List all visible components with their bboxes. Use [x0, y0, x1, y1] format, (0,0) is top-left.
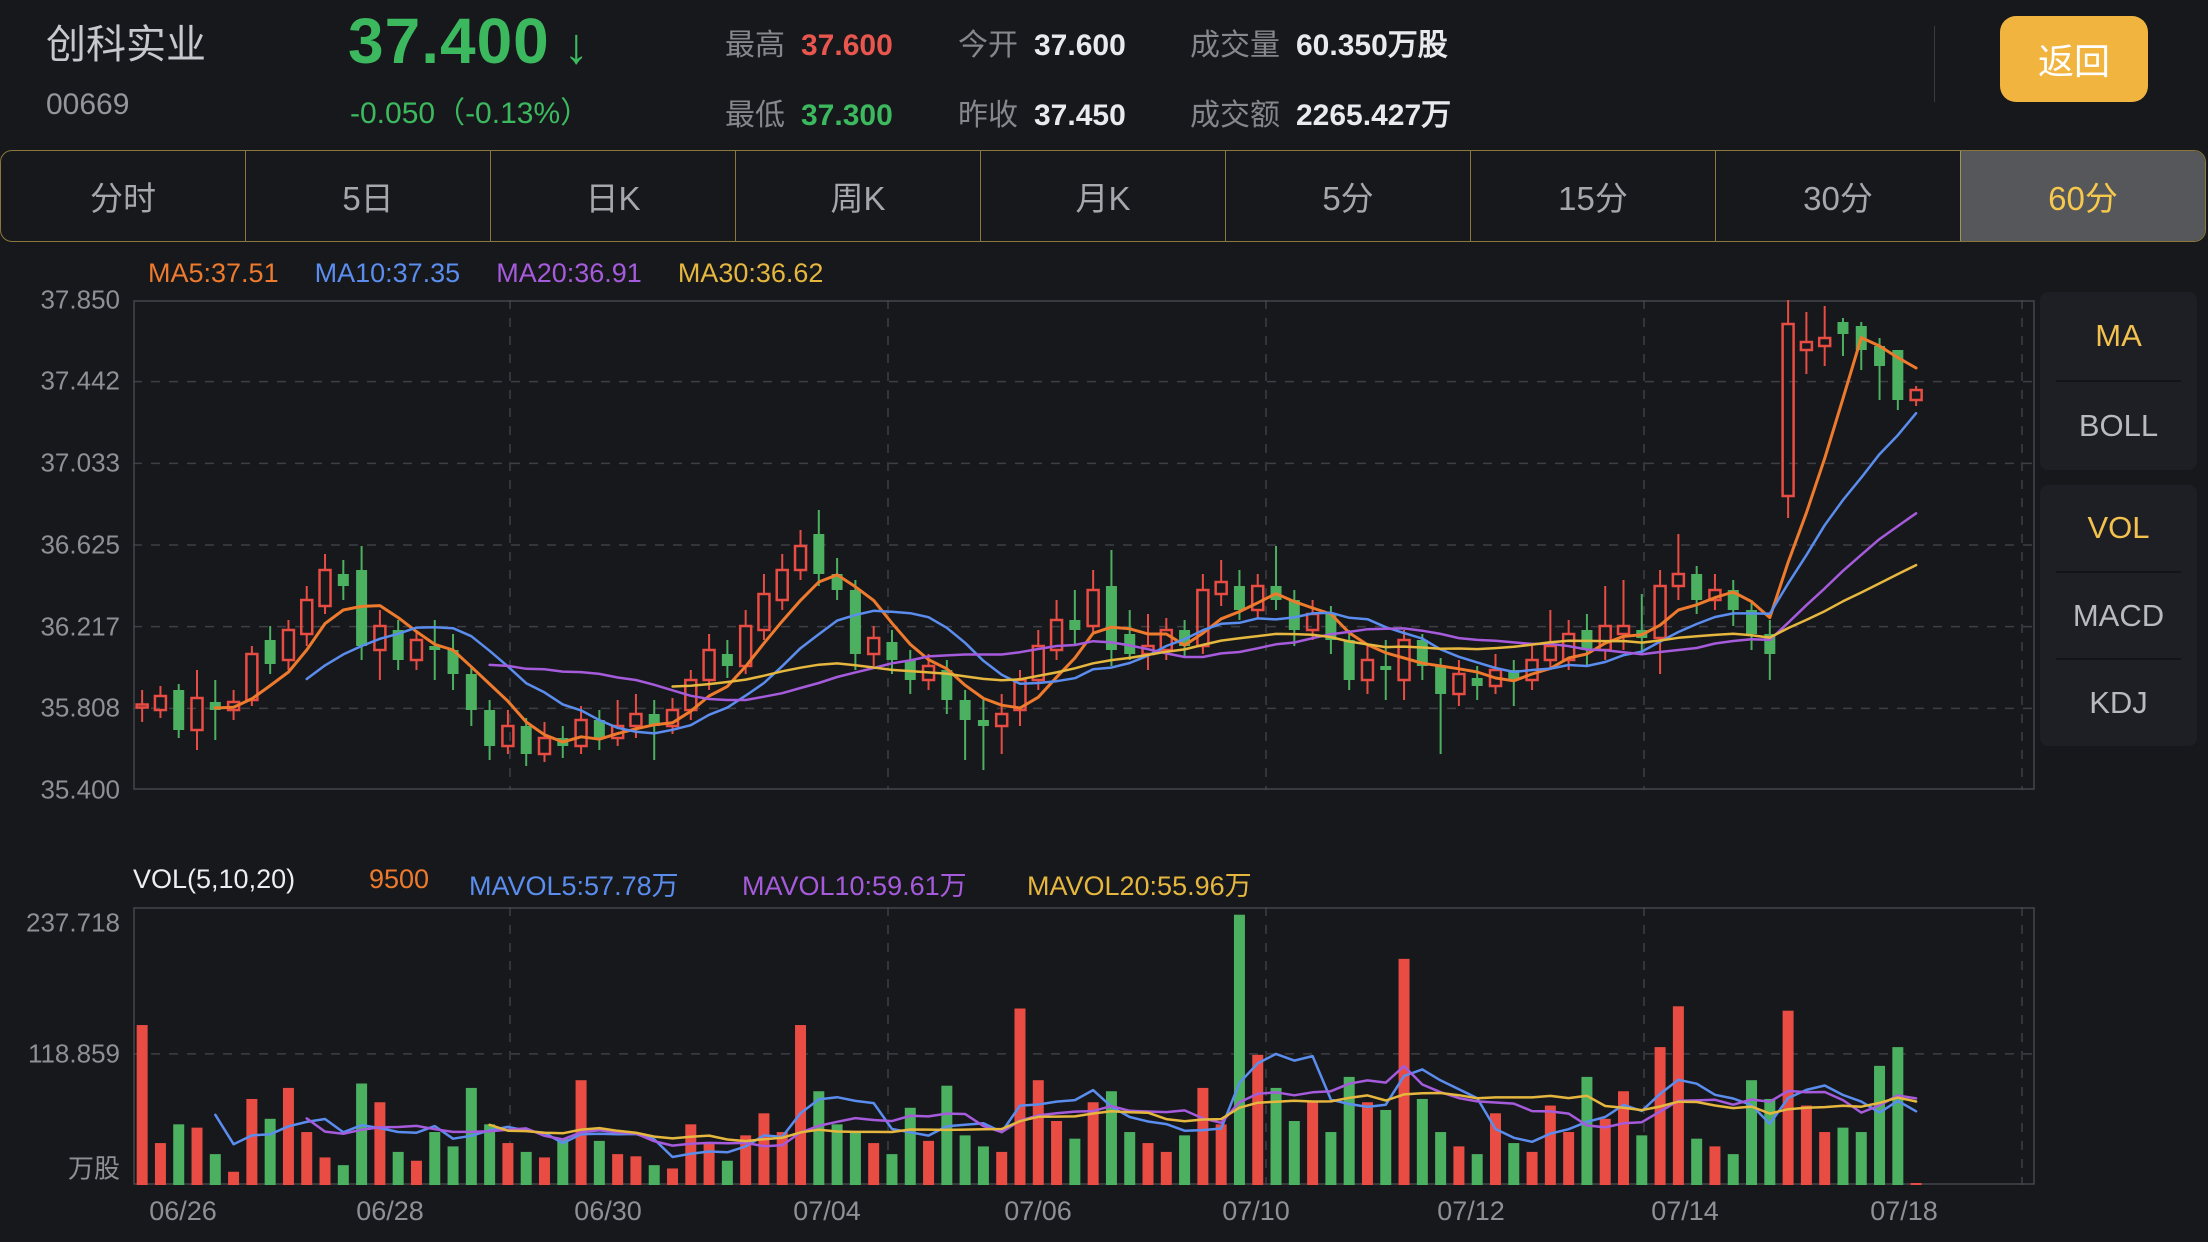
back-button[interactable]: 返回 [2000, 16, 2148, 102]
tab-daily-k[interactable]: 日K [490, 151, 735, 241]
price-tick-2: 37.033 [40, 447, 120, 478]
overlay-indicator-panel: MA BOLL [2040, 292, 2197, 470]
stat-volume: 成交量 60.350万股 [1190, 29, 1448, 62]
volume-unit-label: 万股 [67, 1153, 120, 1184]
x-label-0710: 07/10 [1222, 1196, 1290, 1226]
price-value: 37.400 [348, 5, 550, 77]
stat-open: 今开 37.600 [958, 29, 1126, 62]
ma30-value: MA30:36.62 [677, 258, 824, 288]
indicator-kdj-button[interactable]: KDJ [2089, 685, 2148, 721]
price-down-arrow-icon: ↓ [563, 18, 590, 74]
mavol10-value: MAVOL10:59.61万 [742, 871, 967, 901]
x-label-0704: 07/04 [793, 1196, 861, 1226]
ma20-value: MA20:36.91 [496, 258, 642, 288]
indicator-macd-button[interactable]: MACD [2072, 597, 2165, 633]
mavol5-value: MAVOL5:57.78万 [469, 871, 679, 901]
tab-15min[interactable]: 15分 [1470, 151, 1715, 241]
tab-5min[interactable]: 5分 [1225, 151, 1470, 241]
stock-code: 00669 [46, 88, 130, 121]
panel-divider [2056, 570, 2181, 573]
tab-30min[interactable]: 30分 [1715, 151, 1960, 241]
x-label-0626: 06/26 [149, 1196, 217, 1226]
period-tabbar: 分时 5日 日K 周K 月K 5分 15分 30分 60分 [0, 150, 2206, 242]
sub-indicator-panel: VOL MACD KDJ [2040, 485, 2197, 746]
indicator-boll-button[interactable]: BOLL [2078, 408, 2159, 443]
indicator-vol-button[interactable]: VOL [2087, 509, 2150, 545]
price-tick-6: 35.400 [40, 774, 120, 805]
price-tick-3: 36.625 [40, 529, 120, 560]
x-label-0718: 07/18 [1870, 1196, 1938, 1226]
x-label-0706: 07/06 [1004, 1196, 1072, 1226]
price-tick-4: 36.217 [40, 611, 120, 642]
indicator-ma-button[interactable]: MA [2095, 318, 2142, 353]
volume-tick-1: 118.859 [27, 1038, 120, 1069]
x-label-0714: 07/14 [1651, 1196, 1719, 1226]
price-change: -0.050（-0.13%） [350, 97, 591, 130]
volume-tick-0: 237.718 [26, 907, 120, 938]
x-label-0630: 06/30 [574, 1196, 642, 1226]
price-tick-1: 37.442 [40, 365, 120, 396]
tab-5day[interactable]: 5日 [245, 151, 490, 241]
ma10-value: MA10:37.35 [314, 258, 461, 288]
tab-weekly-k[interactable]: 周K [735, 151, 980, 241]
stat-low: 最低 37.300 [725, 99, 893, 132]
volume-chart[interactable] [133, 907, 2035, 1185]
candlestick-chart[interactable] [133, 300, 2035, 790]
header-divider [1934, 26, 1935, 102]
vol-current-value: 9500 [369, 864, 430, 894]
mavol20-value: MAVOL20:55.96万 [1027, 871, 1252, 901]
x-label-0628: 06/28 [356, 1196, 424, 1226]
panel-divider [2056, 658, 2181, 661]
current-price: 37.400 ↓ [348, 4, 590, 78]
price-tick-5: 35.808 [40, 692, 120, 723]
stat-high: 最高 37.600 [725, 29, 893, 62]
vol-indicator-title: VOL(5,10,20) [133, 864, 296, 894]
tab-monthly-k[interactable]: 月K [980, 151, 1225, 241]
tab-minute[interactable]: 分时 [90, 180, 156, 217]
stat-prev-close: 昨收 37.450 [958, 99, 1126, 132]
stock-name: 创科实业 [46, 23, 206, 67]
ma5-value: MA5:37.51 [148, 258, 279, 288]
ma-legend-row: MA5:37.51 MA10:37.35 MA20:36.91 MA30:36.… [148, 258, 823, 289]
price-tick-0: 37.850 [40, 284, 120, 315]
panel-divider [2056, 380, 2181, 382]
stat-turnover: 成交额 2265.427万 [1190, 99, 1452, 132]
tab-60min[interactable]: 60分 [1960, 151, 2205, 241]
x-label-0712: 07/12 [1437, 1196, 1505, 1226]
